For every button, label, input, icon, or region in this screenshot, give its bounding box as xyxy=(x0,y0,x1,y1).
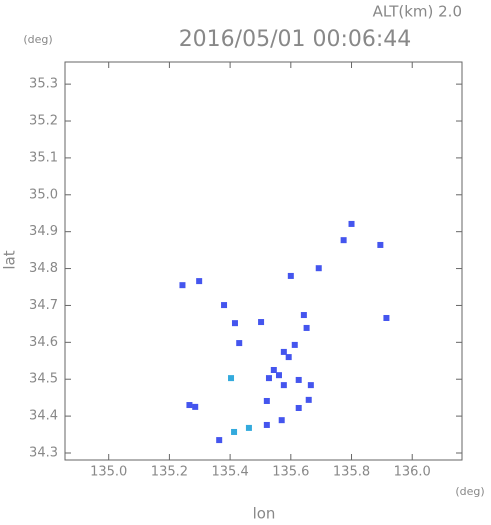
y-tick-label: 35.0 xyxy=(29,187,58,202)
echo-point xyxy=(307,382,314,389)
echo-point xyxy=(303,324,310,331)
x-tick-label: 135.2 xyxy=(151,465,188,480)
echo-point xyxy=(278,417,285,424)
echo-point xyxy=(315,265,322,272)
y-tick-label: 34.9 xyxy=(29,224,58,239)
echo-point xyxy=(196,278,203,285)
echo-point xyxy=(287,272,294,279)
y-tick-label: 34.8 xyxy=(29,261,58,276)
echo-point xyxy=(377,241,384,248)
echo-point xyxy=(258,319,265,326)
y-tick-label: 35.3 xyxy=(29,77,58,92)
y-tick-label: 35.2 xyxy=(29,114,58,129)
plot-frame xyxy=(64,61,463,461)
x-label: lon xyxy=(253,505,276,522)
echo-point xyxy=(231,428,238,435)
echo-point xyxy=(236,340,243,347)
echo-point xyxy=(305,396,312,403)
y-tick-label: 34.7 xyxy=(29,298,58,313)
echo-point xyxy=(295,404,302,411)
x-tick-label: 136.0 xyxy=(394,465,431,480)
echo-point xyxy=(245,424,252,431)
x-tick-label: 135.8 xyxy=(333,465,370,480)
echo-point xyxy=(300,312,307,319)
x-tick-label: 135.6 xyxy=(272,465,309,480)
echo-point xyxy=(291,341,298,348)
echo-point xyxy=(275,372,282,379)
y-unit: (deg) xyxy=(23,33,52,46)
echo-point xyxy=(192,403,199,410)
annotation: ALT(km) 2.0 xyxy=(373,3,462,21)
echo-point xyxy=(263,397,270,404)
y-tick-label: 35.1 xyxy=(29,150,58,165)
y-tick-label: 34.4 xyxy=(29,409,58,424)
echo-point xyxy=(270,366,277,373)
echo-point xyxy=(280,382,287,389)
echo-point xyxy=(295,376,302,383)
y-tick-label: 34.5 xyxy=(29,372,58,387)
x-unit: (deg) xyxy=(455,485,484,498)
echo-point xyxy=(280,348,287,355)
echo-point xyxy=(216,437,223,444)
echo-point xyxy=(340,237,347,244)
echo-point xyxy=(348,220,355,227)
echo-point xyxy=(231,320,238,327)
echo-point xyxy=(228,375,235,382)
echo-point xyxy=(285,354,292,361)
echo-point xyxy=(265,375,272,382)
echo-point xyxy=(263,421,270,428)
x-tick-label: 135.0 xyxy=(90,465,127,480)
echo-point xyxy=(221,302,228,309)
y-tick-label: 34.3 xyxy=(29,445,58,460)
y-label: lat xyxy=(1,250,19,269)
echo-point xyxy=(186,402,193,409)
y-tick-label: 34.6 xyxy=(29,335,58,350)
echo-point xyxy=(383,314,390,321)
chart-title: 2016/05/01 00:06:44 xyxy=(179,27,412,52)
echo-point xyxy=(179,282,186,289)
x-tick-label: 135.4 xyxy=(212,465,249,480)
